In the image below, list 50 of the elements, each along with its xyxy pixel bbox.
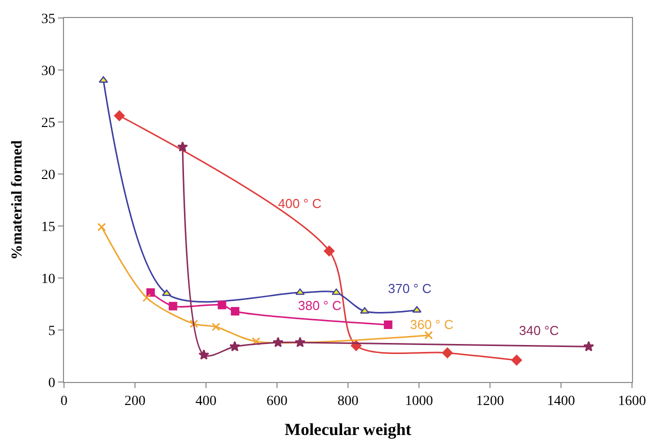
- y-axis-title: %material formed: [9, 140, 26, 260]
- point: [424, 330, 433, 340]
- x-tick-label: 800: [338, 394, 358, 409]
- x-tick-label: 0: [60, 394, 68, 409]
- point: [190, 320, 198, 328]
- point: [384, 320, 392, 330]
- point: [97, 222, 106, 232]
- series-label: 380 ° C: [298, 298, 342, 313]
- x-tick-label: 1600: [618, 394, 646, 409]
- point: [332, 288, 341, 295]
- point: [177, 141, 188, 152]
- point: [114, 110, 125, 122]
- y-tick-label: 20: [41, 168, 56, 183]
- point: [146, 288, 155, 297]
- point: [412, 306, 422, 313]
- point: [212, 322, 220, 332]
- x-axis-title: Molecular weight: [284, 420, 412, 440]
- point: [442, 348, 453, 358]
- point: [583, 340, 594, 352]
- y-tick-label: 10: [41, 272, 56, 287]
- point: [294, 336, 306, 348]
- point: [295, 288, 305, 295]
- y-tick-label: 30: [41, 64, 56, 79]
- point: [272, 336, 284, 348]
- x-tick-label: 1400: [547, 394, 575, 409]
- x-tick-label: 1000: [405, 394, 433, 409]
- point: [198, 349, 210, 360]
- series-label: 360 ° C: [410, 317, 454, 332]
- point: [168, 302, 178, 310]
- point: [142, 294, 151, 302]
- x-tick-label: 1200: [476, 394, 504, 409]
- x-tick-label: 400: [196, 394, 216, 409]
- y-tick-label: 35: [41, 12, 56, 27]
- point: [218, 300, 226, 310]
- y-tick-label: 5: [48, 324, 56, 339]
- series-label: 370 ° C: [388, 281, 432, 296]
- point: [360, 307, 370, 314]
- y-tick-label: 15: [41, 220, 56, 235]
- x-tick-label: 200: [124, 394, 146, 409]
- point: [229, 340, 240, 352]
- x-tick-label: 600: [266, 394, 288, 409]
- series-label: 340 °C: [519, 323, 559, 338]
- point: [252, 337, 260, 346]
- y-tick-label: 0: [48, 376, 56, 391]
- y-tick-label: 25: [41, 116, 56, 131]
- point: [230, 307, 240, 316]
- point: [511, 354, 522, 366]
- point: [98, 76, 108, 83]
- point: [324, 246, 334, 256]
- series-label: 400 ° C: [278, 196, 322, 211]
